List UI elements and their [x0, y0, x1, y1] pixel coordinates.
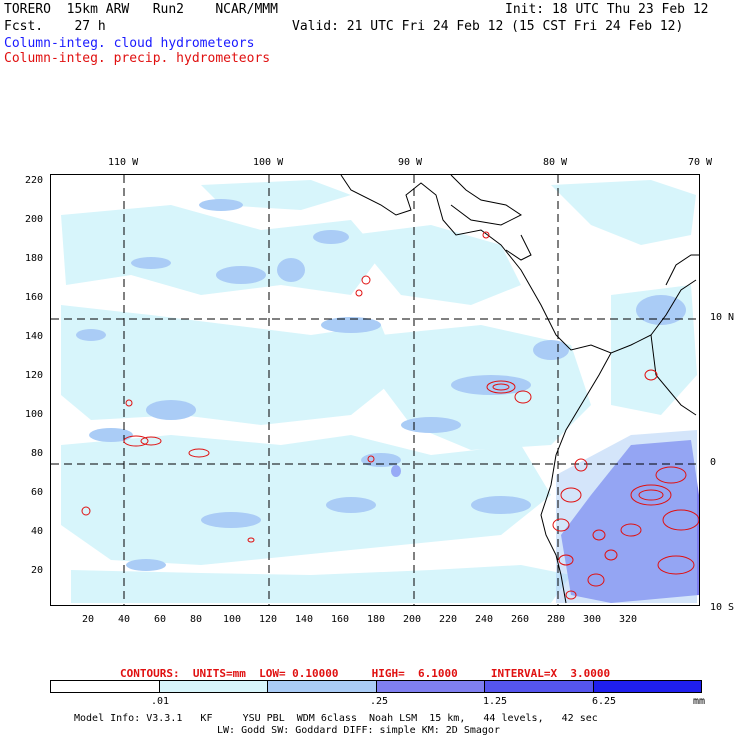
y-tick-120: 120 [25, 370, 44, 381]
colorbar-label-025: .25 [370, 696, 389, 707]
x-tick-100: 100 [223, 614, 242, 625]
lon-label-90w: 90 W [398, 157, 423, 168]
cloud-field-sa-edge [556, 430, 697, 603]
x-tick-20: 20 [82, 614, 95, 625]
colorbar-segment [268, 681, 377, 692]
x-tick-240: 240 [475, 614, 494, 625]
x-tick-280: 280 [547, 614, 566, 625]
field-cloud-label: Column-integ. cloud hydrometeors [4, 36, 255, 51]
lon-label-100w: 100 W [253, 157, 284, 168]
colorbar-segment [593, 681, 701, 692]
map-plot-area [50, 174, 700, 606]
y-tick-100: 100 [25, 409, 44, 420]
model-info: Model Info: V3.3.1 KF YSU PBL WDM 6class… [74, 713, 598, 724]
y-tick-60: 60 [31, 487, 44, 498]
colorbar-label-625: 6.25 [592, 696, 617, 707]
y-tick-20: 20 [31, 565, 44, 576]
valid-time: Valid: 21 UTC Fri 24 Feb 12 (15 CST Fri … [292, 19, 684, 34]
colorbar-segment [485, 681, 594, 692]
lat-lon-grid [51, 175, 699, 605]
colorbar-label-125: 1.25 [483, 696, 508, 707]
lon-label-110w: 110 W [108, 157, 139, 168]
x-tick-320: 320 [619, 614, 638, 625]
field-precip-label: Column-integ. precip. hydrometeors [4, 51, 271, 66]
lon-label-80w: 80 W [543, 157, 568, 168]
y-tick-220: 220 [25, 175, 44, 186]
x-tick-40: 40 [118, 614, 131, 625]
colorbar [50, 680, 702, 693]
coastline [340, 175, 699, 604]
x-tick-160: 160 [331, 614, 350, 625]
init-time: Init: 18 UTC Thu 23 Feb 12 [505, 2, 709, 17]
x-tick-60: 60 [154, 614, 167, 625]
blue-dot-cluster [391, 465, 401, 477]
contours-label: CONTOURS: UNITS=mm LOW= 0.10000 HIGH= 6.… [120, 667, 611, 680]
forecast-hour: Fcst. 27 h [4, 19, 106, 34]
precip-contours [81, 231, 699, 600]
x-tick-180: 180 [367, 614, 386, 625]
x-tick-120: 120 [259, 614, 278, 625]
x-tick-260: 260 [511, 614, 530, 625]
y-tick-200: 200 [25, 214, 44, 225]
x-tick-200: 200 [403, 614, 422, 625]
colorbar-segment [376, 681, 485, 692]
lat-label-10s: 10 S [710, 602, 735, 613]
x-tick-220: 220 [439, 614, 458, 625]
x-tick-140: 140 [295, 614, 314, 625]
colorbar-unit: mm [693, 696, 706, 707]
y-tick-180: 180 [25, 253, 44, 264]
y-tick-160: 160 [25, 292, 44, 303]
model-title: TORERO 15km ARW Run2 NCAR/MMM [4, 2, 278, 17]
colorbar-label-001: .01 [151, 696, 170, 707]
lat-label-10n: 10 N [710, 312, 735, 323]
physics-info: LW: Godd SW: Goddard DIFF: simple KM: 2D… [217, 725, 500, 736]
colorbar-segment [159, 681, 268, 692]
y-tick-80: 80 [31, 448, 44, 459]
colorbar-segment [51, 681, 160, 692]
map-canvas [51, 175, 699, 605]
y-tick-140: 140 [25, 331, 44, 342]
y-tick-40: 40 [31, 526, 44, 537]
x-tick-300: 300 [583, 614, 602, 625]
lat-label-0: 0 [710, 457, 717, 468]
lon-label-70w: 70 W [688, 157, 713, 168]
x-tick-80: 80 [190, 614, 203, 625]
